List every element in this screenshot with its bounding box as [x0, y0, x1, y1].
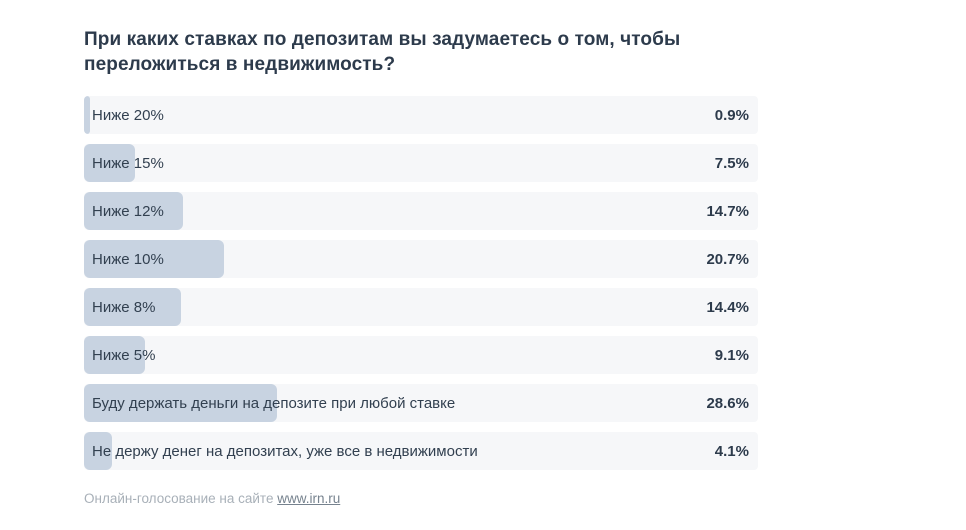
option-label: Ниже 15%: [92, 154, 164, 172]
poll-option-row: Ниже 15% 7.5%: [84, 144, 758, 182]
poll-option-row: Буду держать деньги на депозите при любо…: [84, 384, 758, 422]
footer-text: Онлайн-голосование на сайте: [84, 491, 278, 506]
result-bar: [84, 192, 184, 230]
option-percent-value: 7.5%: [714, 154, 749, 172]
option-percent-value: 9.1%: [714, 346, 749, 364]
poll-rows: Ниже 20% 0.9% Ниже 15% 7.5% Ниже 12% 14.…: [84, 96, 758, 470]
option-percent-value: 14.7%: [706, 202, 749, 220]
poll-option-row: Не держу денег на депозитах, уже все в н…: [84, 432, 758, 470]
option-label: Ниже 10%: [92, 250, 164, 268]
poll-option-row: Ниже 5% 9.1%: [84, 336, 758, 374]
poll-results-widget: При каких ставках по депозитам вы задума…: [84, 27, 758, 506]
poll-option-row: Ниже 10% 20.7%: [84, 240, 758, 278]
poll-footer: Онлайн-голосование на сайте www.irn.ru: [84, 491, 758, 506]
irn-site-link[interactable]: www.irn.ru: [277, 491, 341, 506]
poll-option-row: Ниже 12% 14.7%: [84, 192, 758, 230]
result-bar: [84, 384, 277, 422]
result-bar: [84, 288, 182, 326]
result-bar: [84, 336, 146, 374]
option-percent-value: 28.6%: [706, 394, 749, 412]
poll-question-title: При каких ставках по депозитам вы задума…: [84, 29, 681, 75]
option-label: Буду держать деньги на депозите при любо…: [92, 394, 456, 412]
option-label: Ниже 5%: [92, 346, 156, 364]
option-percent-value: 20.7%: [706, 250, 749, 268]
poll-option-row: Ниже 20% 0.9%: [84, 96, 758, 134]
option-label: Ниже 12%: [92, 202, 164, 220]
result-bar: [84, 432, 112, 470]
option-percent-value: 0.9%: [714, 106, 749, 124]
option-label: Ниже 20%: [92, 106, 164, 124]
option-percent-value: 4.1%: [714, 442, 749, 460]
result-bar: [84, 144, 135, 182]
option-percent-value: 14.4%: [706, 298, 749, 316]
result-bar: [84, 96, 91, 134]
poll-option-row: Ниже 8% 14.4%: [84, 288, 758, 326]
result-bar: [84, 240, 224, 278]
option-label: Ниже 8%: [92, 298, 156, 316]
option-label: Не держу денег на депозитах, уже все в н…: [92, 442, 478, 460]
